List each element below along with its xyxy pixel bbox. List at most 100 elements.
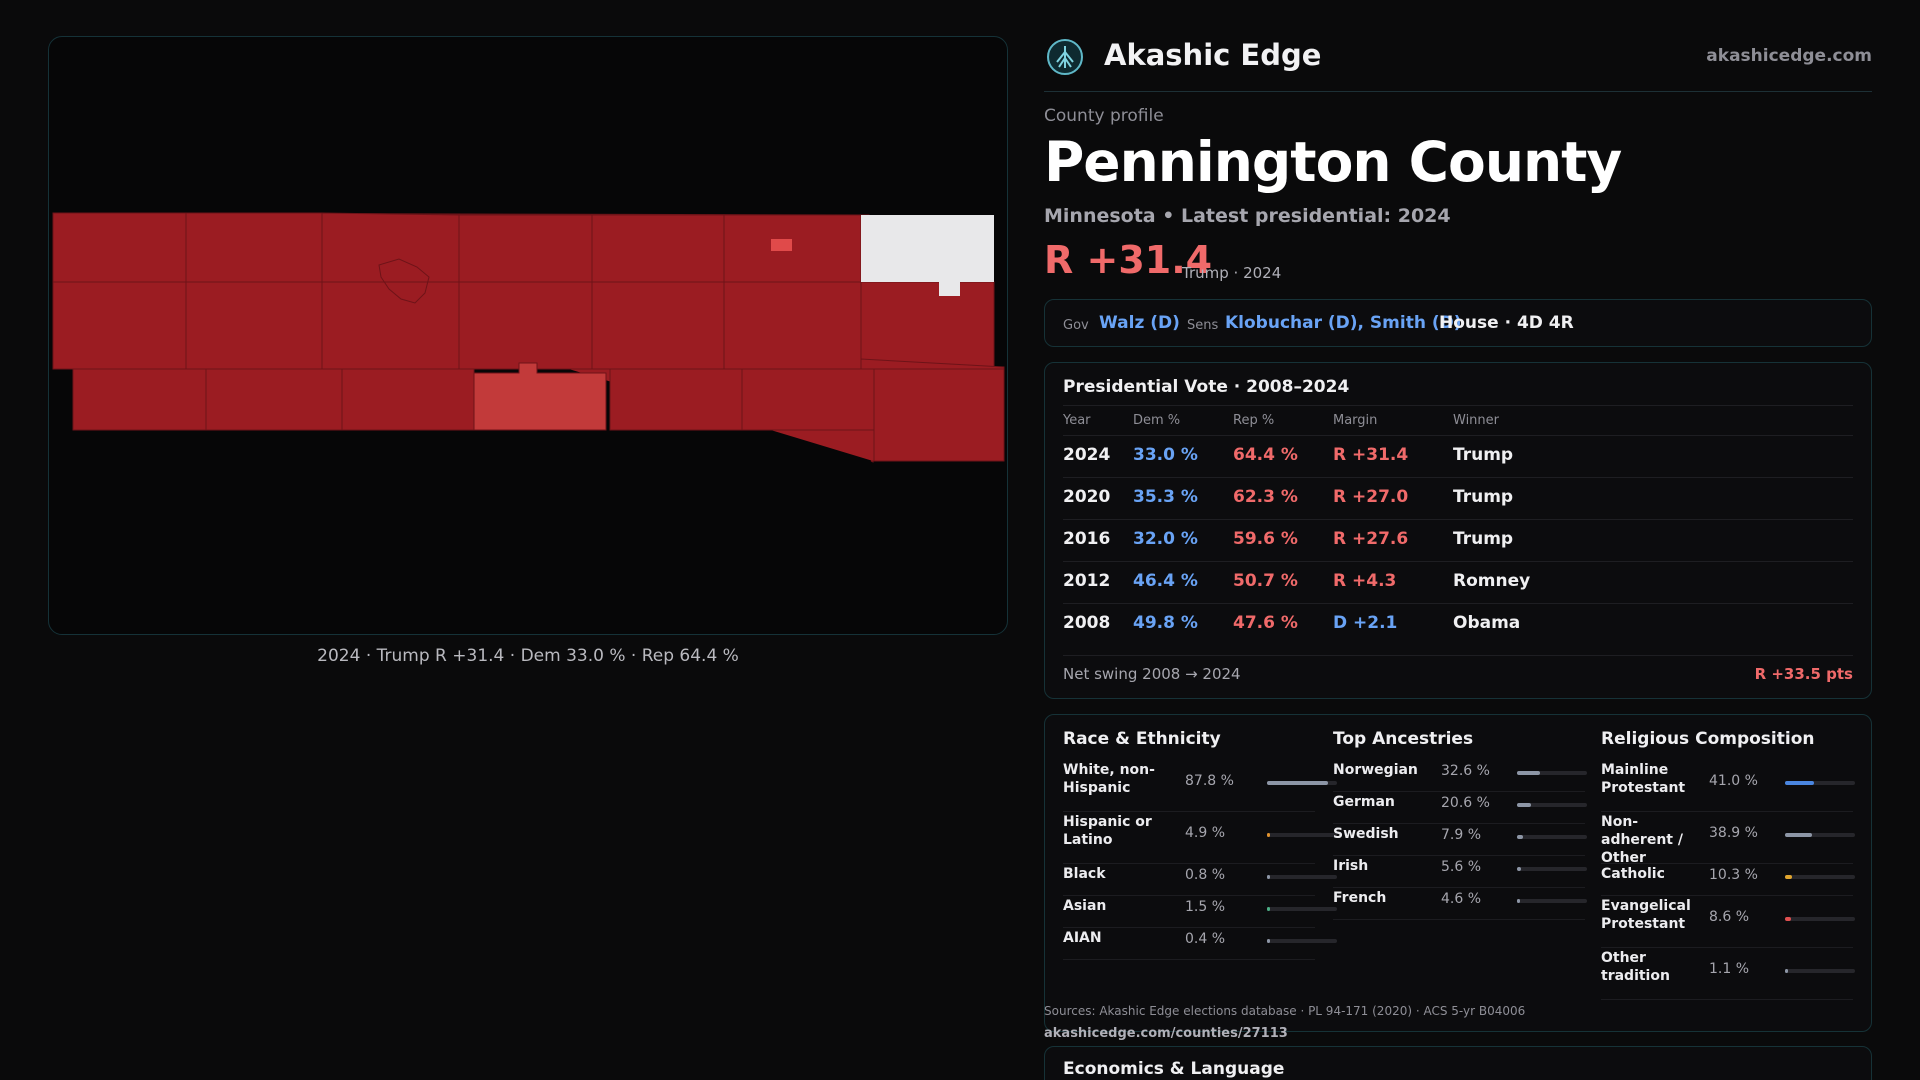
brand-url[interactable]: akashicedge.com (1706, 46, 1872, 66)
religion-bar-track (1785, 833, 1855, 837)
pres-cell-dem: 35.3 % (1133, 487, 1198, 507)
race-label: AIAN (1063, 930, 1102, 946)
religion-row: Evangelical Protestant 8.6 % (1601, 897, 1855, 949)
ancestry-title: Top Ancestries (1333, 729, 1474, 749)
ancestry-bar-track (1517, 867, 1587, 871)
religion-value: 41.0 % (1709, 773, 1758, 789)
religion-bar-track (1785, 875, 1855, 879)
race-row: Black 0.8 % (1063, 865, 1337, 897)
senators-label: Sens (1187, 318, 1219, 333)
ancestry-row: French 4.6 % (1333, 889, 1587, 921)
demographics-card: Race & Ethnicity Top Ancestries Religiou… (1044, 714, 1872, 1032)
religion-label: Evangelical Protestant (1601, 898, 1691, 932)
map-precinct (723, 281, 862, 370)
senators-link[interactable]: Klobuchar (D), Smith (D) (1225, 313, 1462, 333)
economics-card: Economics & Language (1044, 1046, 1872, 1080)
race-label: Hispanic or Latino (1063, 814, 1152, 848)
gov-label: Gov (1063, 318, 1089, 333)
map-precinct (321, 281, 460, 370)
race-bar-track (1267, 907, 1337, 911)
race-label: Asian (1063, 898, 1107, 914)
col-margin: Margin (1333, 413, 1378, 428)
page-title: Pennington County (1044, 130, 1622, 194)
ancestry-value: 5.6 % (1441, 859, 1482, 875)
race-bar-fill (1267, 833, 1271, 837)
map-precinct (723, 214, 862, 283)
ancestry-bar-track (1517, 899, 1587, 903)
pres-cell-dem: 49.8 % (1133, 613, 1198, 633)
religion-value: 10.3 % (1709, 867, 1758, 883)
map-precinct (741, 368, 875, 431)
religion-bar-fill (1785, 833, 1813, 837)
religion-row: Non-adherent / Other 38.9 % (1601, 813, 1855, 866)
ancestry-value: 32.6 % (1441, 763, 1490, 779)
pres-cell-year: 2008 (1063, 613, 1111, 633)
col-dem: Dem % (1133, 413, 1181, 428)
race-bar-fill (1267, 907, 1270, 911)
pres-cell-rep: 64.4 % (1233, 445, 1298, 465)
religion-label: Catholic (1601, 866, 1665, 882)
house-delegation: House · 4D 4R (1439, 313, 1574, 333)
ancestry-bar-fill (1517, 867, 1521, 871)
ancestry-bar-fill (1517, 771, 1540, 775)
race-value: 1.5 % (1185, 899, 1226, 915)
pres-cell-winner: Obama (1453, 613, 1521, 633)
map-caption: 2024 · Trump R +31.4 · Dem 33.0 % · Rep … (317, 646, 739, 666)
map-precinct (860, 281, 995, 370)
presidential-title: Presidential Vote · 2008–2024 (1063, 377, 1350, 397)
precinct-map[interactable] (49, 37, 1008, 635)
religion-bar-fill (1785, 917, 1792, 921)
race-row: White, non-Hispanic 87.8 % (1063, 761, 1337, 813)
religion-bar-fill (1785, 781, 1814, 785)
ancestry-label: Swedish (1333, 826, 1399, 842)
page-kicker: County profile (1044, 106, 1164, 126)
pres-cell-rep: 50.7 % (1233, 571, 1298, 591)
county-map[interactable] (48, 36, 1008, 635)
pres-cell-margin: R +4.3 (1333, 571, 1397, 591)
race-bar-track (1267, 939, 1337, 943)
religion-value: 8.6 % (1709, 909, 1750, 925)
ancestry-value: 4.6 % (1441, 891, 1482, 907)
sources-note: Sources: Akashic Edge elections database… (1044, 1004, 1526, 1018)
race-value: 0.4 % (1185, 931, 1226, 947)
ancestry-bar-track (1517, 771, 1587, 775)
religion-row: Mainline Protestant 41.0 % (1601, 761, 1855, 813)
map-precinct (860, 358, 1005, 370)
net-swing-label: Net swing 2008 → 2024 (1063, 665, 1241, 683)
map-precinct (458, 281, 593, 370)
religion-bar-track (1785, 969, 1855, 973)
pres-cell-year: 2016 (1063, 529, 1111, 549)
race-title: Race & Ethnicity (1063, 729, 1221, 749)
governor-link[interactable]: Walz (D) (1099, 313, 1180, 333)
map-precinct (458, 214, 593, 283)
ancestry-bar-fill (1517, 803, 1532, 807)
pres-cell-margin: R +31.4 (1333, 445, 1409, 465)
ancestry-bar-fill (1517, 899, 1521, 903)
religion-row: Other tradition 1.1 % (1601, 949, 1855, 1001)
religion-label: Other tradition (1601, 950, 1670, 984)
page-subtitle: Minnesota • Latest presidential: 2024 (1044, 205, 1451, 227)
race-label: Black (1063, 866, 1106, 882)
col-year: Year (1063, 413, 1091, 428)
race-bar-fill (1267, 939, 1270, 943)
race-value: 87.8 % (1185, 773, 1234, 789)
ancestry-label: French (1333, 890, 1387, 906)
pres-cell-winner: Romney (1453, 571, 1531, 591)
religion-bar-track (1785, 781, 1855, 785)
col-winner: Winner (1453, 413, 1500, 428)
ancestry-bar-fill (1517, 835, 1523, 839)
ancestry-label: Irish (1333, 858, 1369, 874)
map-precinct (771, 239, 792, 251)
sources-link[interactable]: akashicedge.com/counties/27113 (1044, 1026, 1288, 1041)
pres-cell-winner: Trump (1453, 487, 1514, 507)
ancestry-label: German (1333, 794, 1395, 810)
tree-logo-icon (1047, 39, 1083, 75)
map-precinct (205, 368, 343, 431)
brand-name[interactable]: Akashic Edge (1104, 38, 1322, 72)
ancestry-label: Norwegian (1333, 762, 1418, 778)
ancestry-value: 7.9 % (1441, 827, 1482, 843)
brand-header: Akashic Edge akashicedge.com (1044, 34, 1872, 92)
col-rep: Rep % (1233, 413, 1275, 428)
pres-cell-year: 2024 (1063, 445, 1111, 465)
map-precinct (591, 214, 725, 283)
